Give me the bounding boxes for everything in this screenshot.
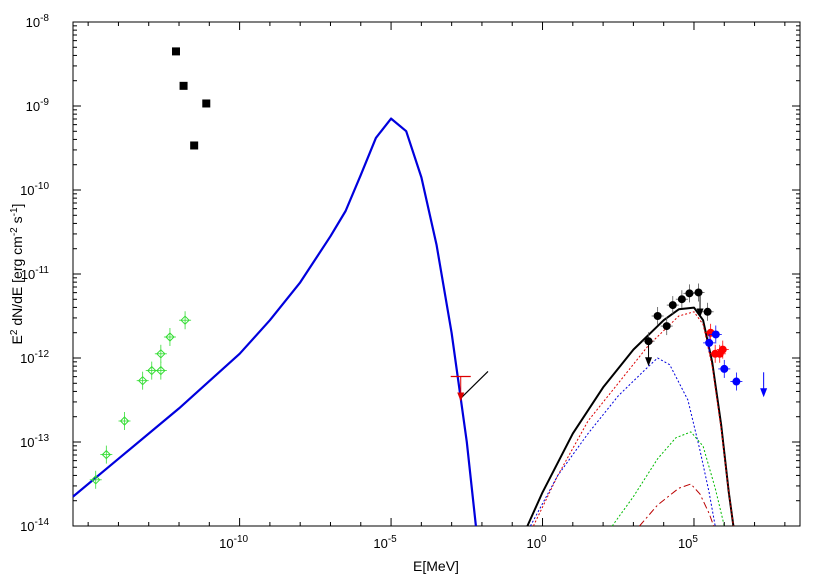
square-marker [202, 99, 211, 108]
model-curves [72, 117, 735, 527]
upper-limit-arrow-head [696, 308, 704, 318]
y-tick-label: 10-11 [21, 265, 50, 282]
x-tick-label: 10-5 [373, 534, 397, 551]
y-tick-label: 10-8 [26, 13, 50, 30]
circle-marker [711, 330, 720, 339]
x-tick-label: 105 [678, 534, 698, 551]
upper-limit-arrow-head [645, 357, 653, 367]
diamond-marker [147, 365, 157, 376]
model-curve [529, 357, 716, 527]
diamond-marker [137, 375, 148, 386]
circle-marker [732, 377, 741, 386]
x-axis-label: E[MeV] [413, 558, 459, 574]
y-tick-label: 10-12 [20, 349, 49, 366]
square-marker [190, 141, 199, 150]
circle-marker [720, 364, 729, 373]
plot-frame [72, 21, 801, 527]
circle-marker [668, 301, 677, 310]
axis-ticks: 10-14 10-13 10-12 10-11 10-10 10-9 10-8 10-10 10… [20, 13, 800, 551]
circle-marker [685, 289, 694, 298]
circle-marker [718, 345, 727, 354]
data-markers [89, 47, 768, 489]
model-curve [611, 431, 725, 527]
square-marker [179, 81, 188, 90]
model-curve [72, 117, 477, 527]
upper-limit-arrow-head [457, 392, 465, 402]
diamond-marker [119, 416, 130, 426]
y-axis-label: E2 dN/dE [erg cm-2 s-1] [9, 204, 25, 345]
circle-marker [703, 307, 712, 316]
model-curve [639, 483, 715, 527]
diamond-marker [91, 475, 101, 485]
y-tick-label: 10-10 [20, 181, 49, 198]
model-curve [532, 311, 734, 527]
circle-marker [662, 322, 671, 331]
y-tick-label: 10-13 [20, 433, 49, 450]
circle-marker [705, 338, 714, 347]
diamond-marker [165, 332, 175, 342]
model-segment [460, 370, 489, 399]
square-marker [171, 47, 180, 56]
y-tick-label: 10-14 [20, 517, 49, 534]
diamond-marker [180, 315, 190, 325]
x-tick-label: 100 [527, 534, 547, 551]
circle-marker [677, 295, 686, 304]
circle-marker [653, 312, 662, 320]
upper-limit-arrow-head [760, 388, 768, 398]
circle-marker [694, 288, 703, 297]
diamond-marker [156, 365, 166, 376]
y-tick-label: 10-9 [26, 97, 50, 114]
diamond-marker [101, 449, 112, 460]
x-tick-label: 10-10 [219, 534, 248, 551]
diamond-marker [156, 349, 166, 359]
model-curve [526, 306, 735, 527]
